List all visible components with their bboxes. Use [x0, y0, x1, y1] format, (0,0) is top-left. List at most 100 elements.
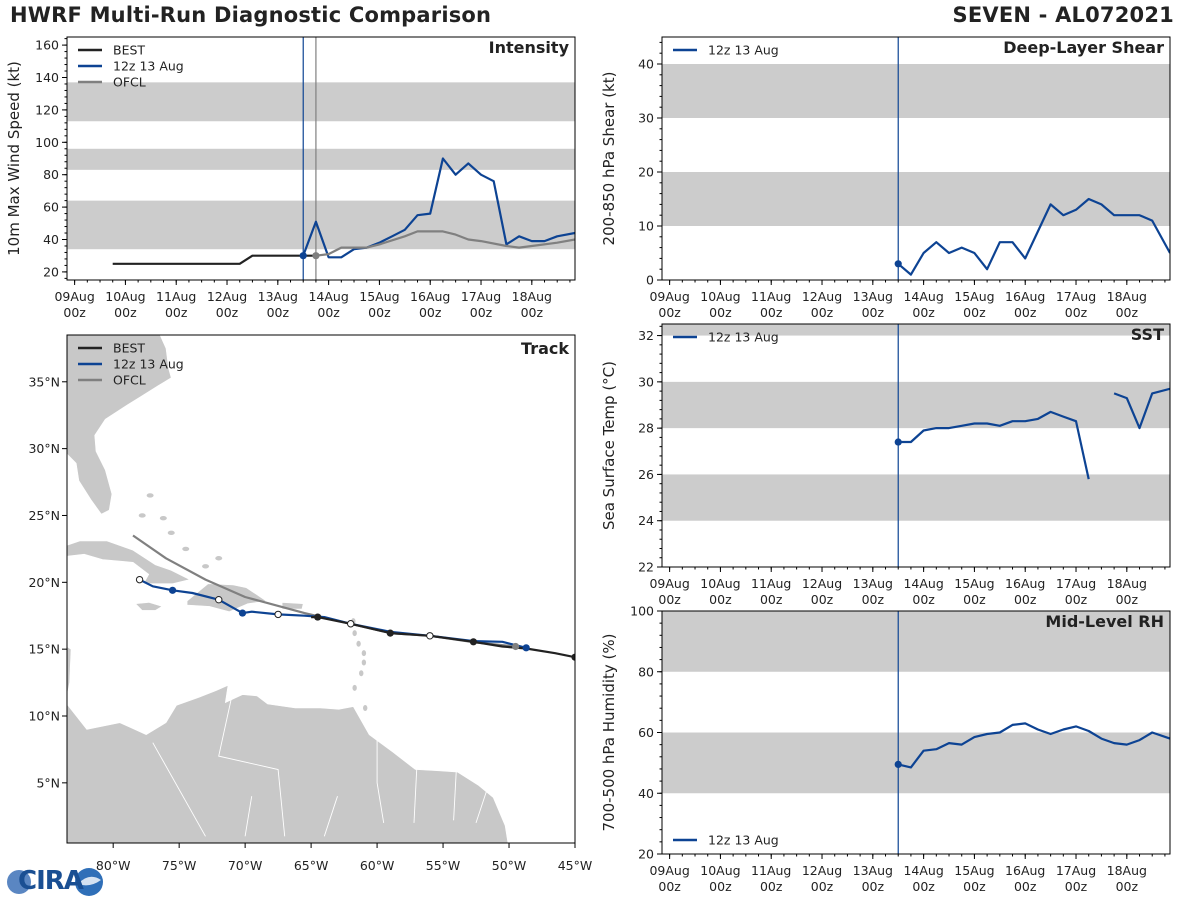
island-bahamas: [138, 513, 146, 518]
map-area: [67, 335, 575, 843]
track-point-open: [346, 620, 355, 628]
x-tick-label-hour: 00z: [709, 879, 732, 894]
x-tick-label-hour: 00z: [267, 305, 290, 320]
y-axis-label: 10m Max Wind Speed (kt): [5, 61, 23, 256]
x-tick-label-day: 11Aug: [751, 289, 791, 304]
plot-frame: [661, 36, 1171, 281]
x-tick-label-hour: 00z: [658, 879, 681, 894]
y-tick-label: 10: [638, 219, 654, 234]
x-tick-label-hour: 00z: [912, 592, 935, 607]
country-border: [475, 790, 488, 824]
x-tick-label-hour: 00z: [709, 305, 732, 320]
landmass-hispaniola: [186, 583, 268, 613]
x-tick-label-day: 14Aug: [903, 289, 943, 304]
shaded-band: [662, 64, 1170, 118]
series-start-point: [894, 260, 902, 268]
shaded-band: [67, 200, 575, 250]
track-point-open: [426, 632, 434, 640]
x-tick-label-hour: 00z: [912, 305, 935, 320]
series-start-point: [894, 760, 902, 768]
x-tick-label-day: 13Aug: [258, 289, 298, 304]
y-tick-label: 80: [638, 664, 654, 679]
x-tick-label-hour: 00z: [1116, 305, 1139, 320]
island-bahamas: [146, 493, 154, 498]
x-tick-label-hour: 00z: [1116, 879, 1139, 894]
x-tick-label-day: 17Aug: [1056, 289, 1096, 304]
latitude-label: 10°N: [28, 709, 60, 724]
track-point-run: [238, 609, 247, 617]
latitude-label: 5°N: [36, 775, 60, 790]
island-bahamas: [159, 515, 167, 521]
track-point-run: [522, 644, 530, 652]
x-tick-label-day: 12Aug: [802, 863, 842, 878]
legend-label: 12z 13 Aug: [708, 330, 779, 345]
legend-label: 12z 13 Aug: [708, 43, 779, 58]
x-tick-label-day: 16Aug: [1005, 289, 1045, 304]
island-bahamas: [182, 546, 190, 552]
x-tick-label-hour: 00z: [368, 305, 391, 320]
track-line-ofcl: [132, 534, 516, 648]
x-tick-label-day: 13Aug: [853, 576, 893, 591]
series-line-ofcl: [315, 230, 575, 257]
x-tick-label-hour: 00z: [811, 592, 834, 607]
x-tick-label-hour: 00z: [862, 305, 885, 320]
y-tick-label: 26: [638, 467, 654, 482]
country-border: [413, 769, 418, 823]
legend-label: 12z 13 Aug: [708, 833, 779, 848]
map-frame: [66, 334, 576, 844]
x-tick-label-day: 16Aug: [1005, 576, 1045, 591]
x-tick-label-hour: 00z: [963, 879, 986, 894]
y-tick-label: 100: [630, 604, 654, 619]
y-tick-label: 40: [638, 57, 654, 72]
island-lesser-antilles: [361, 650, 367, 657]
landmass-jamaica: [134, 602, 163, 611]
x-tick-label-day: 17Aug: [1056, 576, 1096, 591]
shaded-band: [662, 611, 1170, 672]
country-border: [218, 695, 286, 837]
series-line-run: [897, 197, 1170, 276]
x-tick-label-day: 10Aug: [700, 863, 740, 878]
country-border: [376, 740, 385, 823]
x-tick-label-day: 18Aug: [1107, 289, 1147, 304]
x-tick-label-hour: 00z: [216, 305, 239, 320]
y-tick-label: 160: [35, 38, 59, 53]
logo-text: CIRA: [18, 866, 84, 896]
y-tick-label: 22: [638, 560, 654, 575]
x-tick-label-hour: 00z: [63, 305, 86, 320]
legend-label: OFCL: [113, 373, 146, 388]
landmass-south-america: [67, 646, 509, 843]
x-tick-label-hour: 00z: [1065, 592, 1088, 607]
island-lesser-antilles: [359, 670, 364, 677]
series-start-point: [299, 252, 307, 260]
y-tick-label: 40: [638, 786, 654, 801]
x-tick-label-day: 15Aug: [954, 289, 994, 304]
x-tick-label-hour: 00z: [709, 592, 732, 607]
latitude-label: 30°N: [28, 441, 60, 456]
plot-area: [662, 37, 1170, 280]
panel-sst: 22242628303209Aug00z10Aug00z11Aug00z12Au…: [600, 323, 1171, 607]
y-tick-label: 120: [35, 102, 59, 117]
longitude-label: 45°W: [558, 858, 593, 873]
x-tick-label-hour: 00z: [521, 305, 544, 320]
y-axis-label: 700-500 hPa Humidity (%): [600, 633, 618, 831]
y-tick-label: 30: [638, 111, 654, 126]
y-axis-label: 200-850 hPa Shear (kt): [600, 72, 618, 246]
legend-label: OFCL: [113, 75, 146, 90]
x-tick-label-day: 17Aug: [1056, 863, 1096, 878]
track-point-best: [314, 613, 322, 621]
panel-shear: 01020304009Aug00z10Aug00z11Aug00z12Aug00…: [600, 36, 1171, 320]
shaded-band: [662, 474, 1170, 521]
track-point-best: [386, 629, 394, 637]
panel-title: Track: [521, 339, 569, 358]
x-tick-label-day: 10Aug: [105, 289, 145, 304]
x-tick-label-hour: 00z: [419, 305, 442, 320]
landmass-cuba: [67, 540, 191, 584]
y-tick-label: 20: [638, 847, 654, 862]
longitude-label: 75°W: [162, 858, 197, 873]
y-tick-label: 100: [35, 135, 59, 150]
x-tick-label-hour: 00z: [470, 305, 493, 320]
panel-title: Deep-Layer Shear: [1003, 38, 1164, 57]
plot-area: [67, 37, 575, 280]
shaded-band: [67, 148, 575, 170]
x-tick-label-day: 13Aug: [853, 289, 893, 304]
